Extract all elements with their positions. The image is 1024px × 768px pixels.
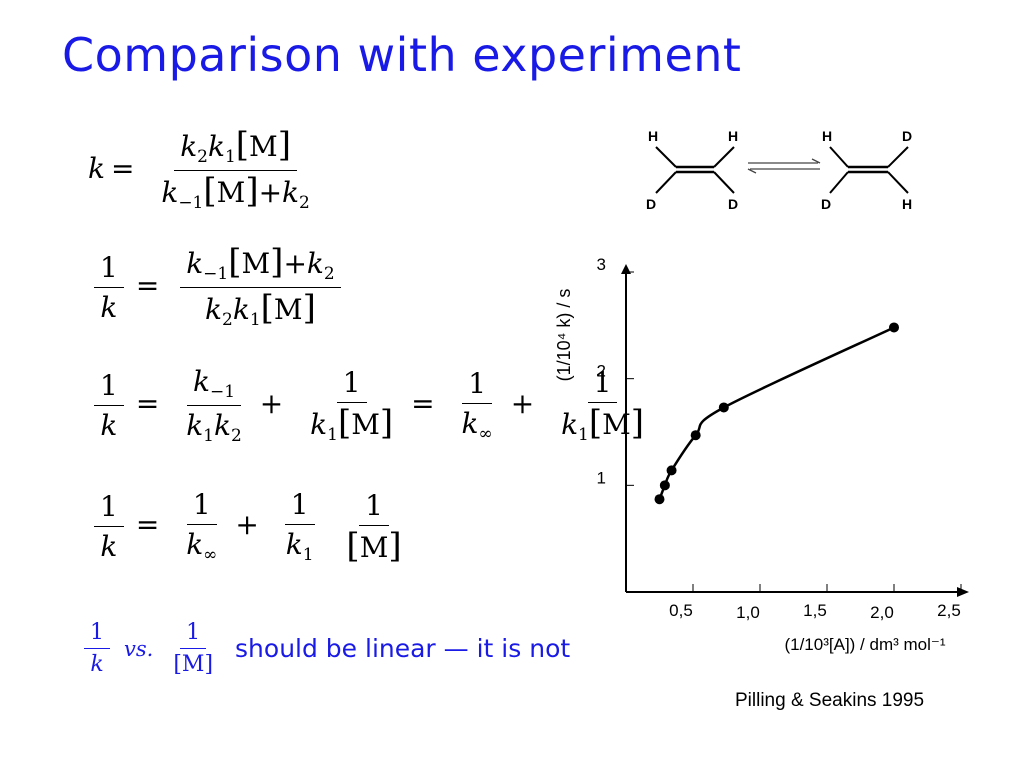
atom-right-bottom-left: D	[821, 196, 831, 212]
data-point	[718, 402, 729, 413]
equilibrium-arrow	[747, 158, 821, 174]
equation-expanded: 1 k = k−1 k1k2 + 1 k1[M] = 1 k∞ + 1 k1[M]	[88, 365, 656, 446]
atom-left-bottom-right: D	[728, 196, 738, 212]
conclusion-text: should be linear — it is not	[235, 634, 571, 663]
x-tick-label: 2,5	[937, 601, 961, 620]
data-point	[654, 494, 665, 505]
data-point	[666, 465, 677, 476]
x-axis-label: (1/10³[A]) / dm³ mol⁻¹	[784, 635, 945, 654]
slide-title: Comparison with experiment	[62, 28, 742, 82]
equation-linear-form: 1 k = 1 k∞ + 1 k1 1 [M]	[88, 488, 414, 565]
x-tick-label: 0,5	[669, 601, 693, 620]
atom-left-top-left: H	[648, 128, 658, 144]
chart-ticks: 0,5 1,0 1,5 2,0 2,5 1 2 3	[597, 255, 962, 622]
fit-curve	[658, 326, 895, 500]
y-tick-label: 3	[597, 255, 606, 274]
data-point	[659, 480, 670, 491]
y-tick-label: 2	[597, 362, 606, 381]
vs-label: vs.	[124, 636, 154, 661]
atom-right-bottom-right: H	[902, 196, 912, 212]
fraction-one-over-m: 1 [M]	[173, 620, 214, 677]
x-axis-arrowhead	[957, 587, 969, 597]
x-tick-label: 2,0	[870, 603, 894, 622]
equation-k: k = k2k1[M] k−1[M]+k2	[88, 125, 310, 213]
chart-axes	[621, 264, 969, 597]
atom-right-top-right: D	[902, 128, 912, 144]
y-axis-label: (1/10⁴ k) / s	[554, 289, 574, 382]
y-tick-label: 1	[597, 468, 606, 487]
chart-points	[654, 322, 899, 505]
molecule-left: H H D D	[646, 128, 738, 212]
atom-left-top-right: H	[728, 128, 738, 144]
molecule-right: H D D H	[821, 128, 912, 212]
equation-reciprocal-k: 1 k = k−1[M]+k2 k2k1[M]	[88, 245, 347, 330]
x-tick-label: 1,0	[736, 603, 760, 622]
x-tick-label: 1,5	[803, 601, 827, 620]
data-point	[889, 322, 899, 333]
chart-curve	[658, 326, 895, 500]
atom-left-bottom-left: D	[646, 196, 656, 212]
data-point	[690, 430, 701, 441]
citation: Pilling & Seakins 1995	[735, 690, 925, 711]
rate-constant-chart: 0,5 1,0 1,5 2,0 2,5 1 2 3 (1/10⁴ k) / s (1/10³[…	[554, 255, 969, 654]
isomerization-diagram: H H D D H D D H	[646, 128, 912, 212]
atom-right-top-left: H	[822, 128, 832, 144]
